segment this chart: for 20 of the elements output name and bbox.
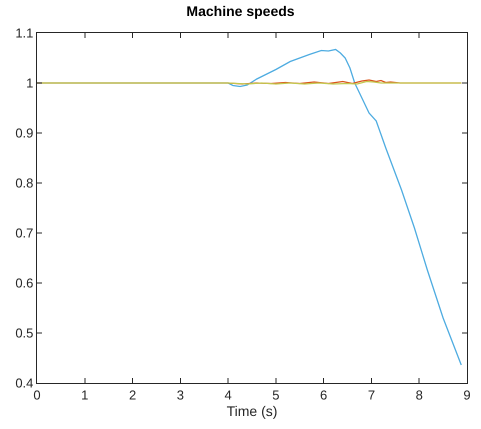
x-tick-label: 4 bbox=[224, 388, 232, 403]
x-tick-label: 6 bbox=[320, 388, 328, 403]
y-tick-label: 1.1 bbox=[15, 26, 34, 41]
y-tick-label: 0.5 bbox=[15, 326, 34, 341]
chart-title: Machine speeds bbox=[186, 3, 295, 20]
y-tick-label: 0.7 bbox=[15, 226, 34, 241]
x-tick-label: 9 bbox=[463, 388, 471, 403]
x-tick-label: 2 bbox=[128, 388, 136, 403]
y-tick-label: 1 bbox=[26, 76, 34, 91]
y-tick-label: 0.8 bbox=[15, 176, 34, 191]
x-tick-label: 0 bbox=[33, 388, 41, 403]
x-tick-label: 3 bbox=[176, 388, 184, 403]
y-tick-label: 0.4 bbox=[15, 376, 34, 391]
x-tick-label: 1 bbox=[81, 388, 88, 403]
y-tick-label: 0.6 bbox=[15, 276, 34, 291]
y-tick-label: 0.9 bbox=[15, 126, 34, 141]
x-axis-title: Time (s) bbox=[226, 402, 278, 419]
x-tick-label: 8 bbox=[416, 388, 423, 403]
x-tick-label: 7 bbox=[368, 388, 376, 403]
x-tick-label: 5 bbox=[272, 388, 280, 403]
